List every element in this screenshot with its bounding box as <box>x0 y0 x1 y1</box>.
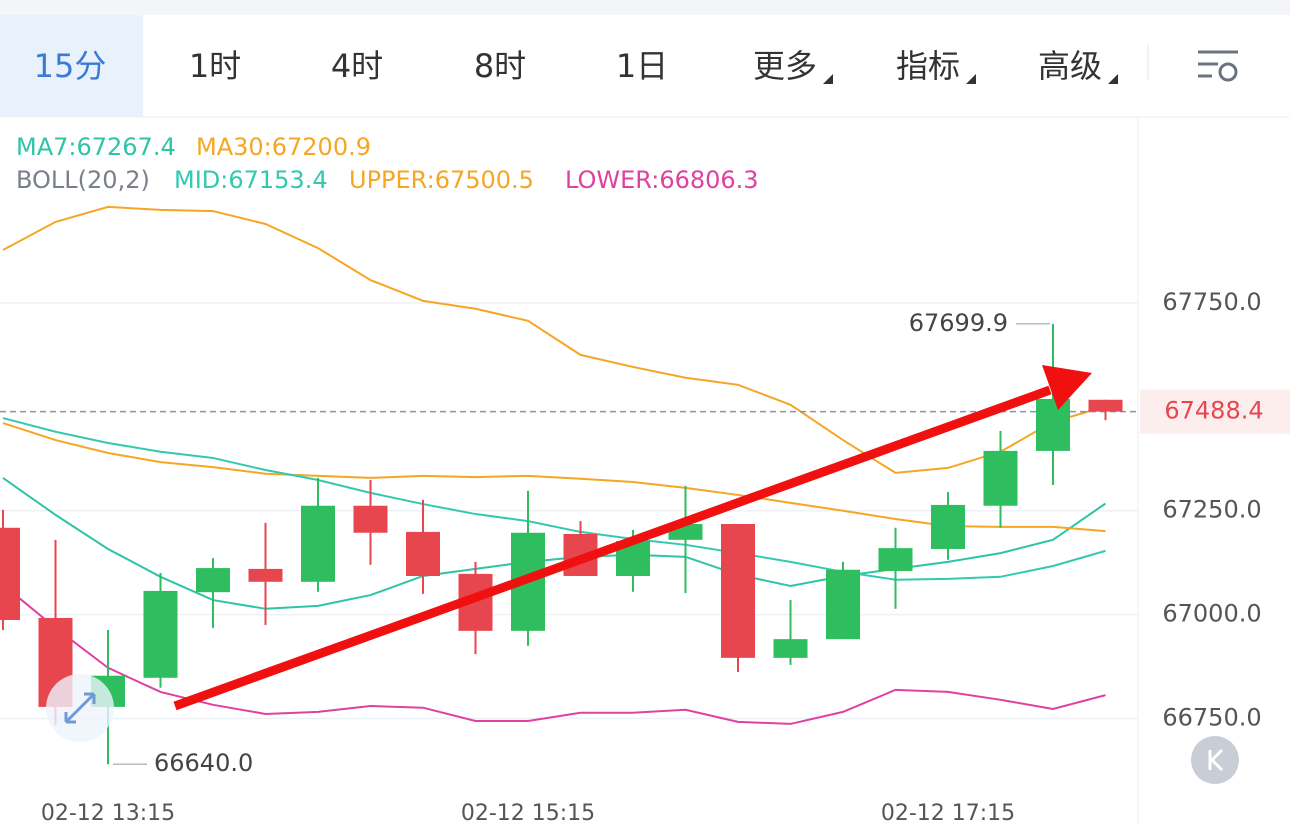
y-tick-label: 67750.0 <box>1162 288 1261 316</box>
candle-body <box>143 590 178 678</box>
dropdown-caret <box>1108 74 1118 84</box>
last-price-label: 67488.4 <box>1164 397 1263 425</box>
legend-entry: MID:67153.4 <box>174 166 328 194</box>
legend-entry: LOWER:66806.3 <box>565 166 759 194</box>
tab[interactable]: 高级 <box>1038 47 1102 85</box>
tab[interactable]: 1日 <box>616 47 668 85</box>
annotation-label: 67699.9 <box>909 309 1008 337</box>
dropdown-caret <box>966 74 976 84</box>
back-button[interactable] <box>1191 736 1239 784</box>
candle-body <box>1036 398 1070 451</box>
annotation-label: 66640.0 <box>154 749 253 777</box>
candle-body <box>353 505 388 533</box>
indicator-line <box>2 422 1106 533</box>
tab[interactable]: 1时 <box>189 47 241 85</box>
tab[interactable]: 4时 <box>331 47 383 85</box>
tab[interactable]: 15分 <box>34 47 107 85</box>
status-strip <box>0 0 1290 15</box>
legend-entry: MA30:67200.9 <box>196 133 371 161</box>
candle-body <box>0 527 20 621</box>
candle-body <box>721 524 755 658</box>
x-tick-label: 02-12 13:15 <box>41 801 175 823</box>
expand-button[interactable] <box>46 674 114 742</box>
trend-arrow <box>173 365 1092 711</box>
y-tick-label: 67250.0 <box>1162 496 1261 524</box>
active-tab-bg <box>0 15 143 117</box>
dropdown-caret <box>823 74 833 84</box>
candle-body <box>1088 399 1123 412</box>
indicator-line <box>2 417 1106 581</box>
candle-body <box>301 505 335 582</box>
candle-body <box>931 504 965 549</box>
legend-entry: MA7:67267.4 <box>16 133 176 161</box>
last-price-bg <box>1140 389 1290 434</box>
y-tick-label: 67000.0 <box>1162 600 1261 628</box>
tab[interactable]: 指标 <box>896 47 960 85</box>
candle-body <box>406 531 440 576</box>
indicator-line <box>2 477 1107 610</box>
candle-body <box>773 639 808 658</box>
candle-body <box>983 450 1018 506</box>
x-tick-label: 02-12 15:15 <box>461 801 595 823</box>
settings-icon[interactable] <box>1198 50 1238 82</box>
y-tick-label: 66750.0 <box>1162 704 1261 732</box>
x-tick-label: 02-12 17:15 <box>881 801 1015 823</box>
tab[interactable]: 更多 <box>753 47 817 85</box>
candle-body <box>248 568 283 582</box>
indicator-label: BOLL(20,2) <box>16 166 150 194</box>
candle-body <box>826 569 860 640</box>
legend-entry: UPPER:67500.5 <box>349 166 534 194</box>
candle-body <box>196 568 230 593</box>
candle-body <box>878 548 913 571</box>
indicator-line <box>2 205 1106 474</box>
tab[interactable]: 8时 <box>474 47 526 85</box>
